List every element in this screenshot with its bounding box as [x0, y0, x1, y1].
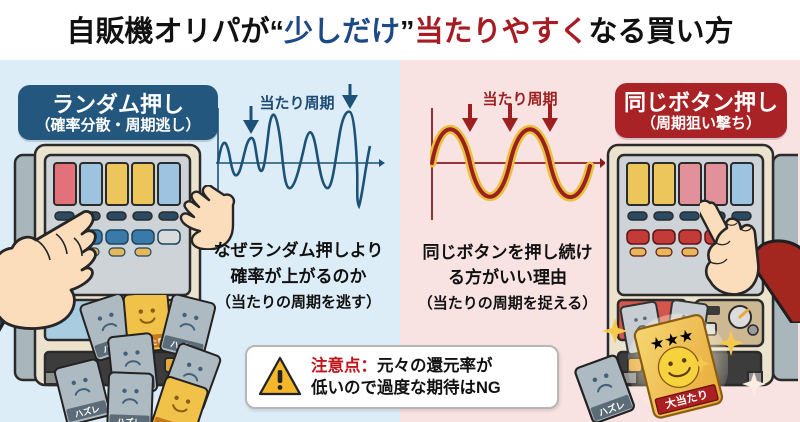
svg-text:ハズレ: ハズレ — [116, 417, 142, 422]
